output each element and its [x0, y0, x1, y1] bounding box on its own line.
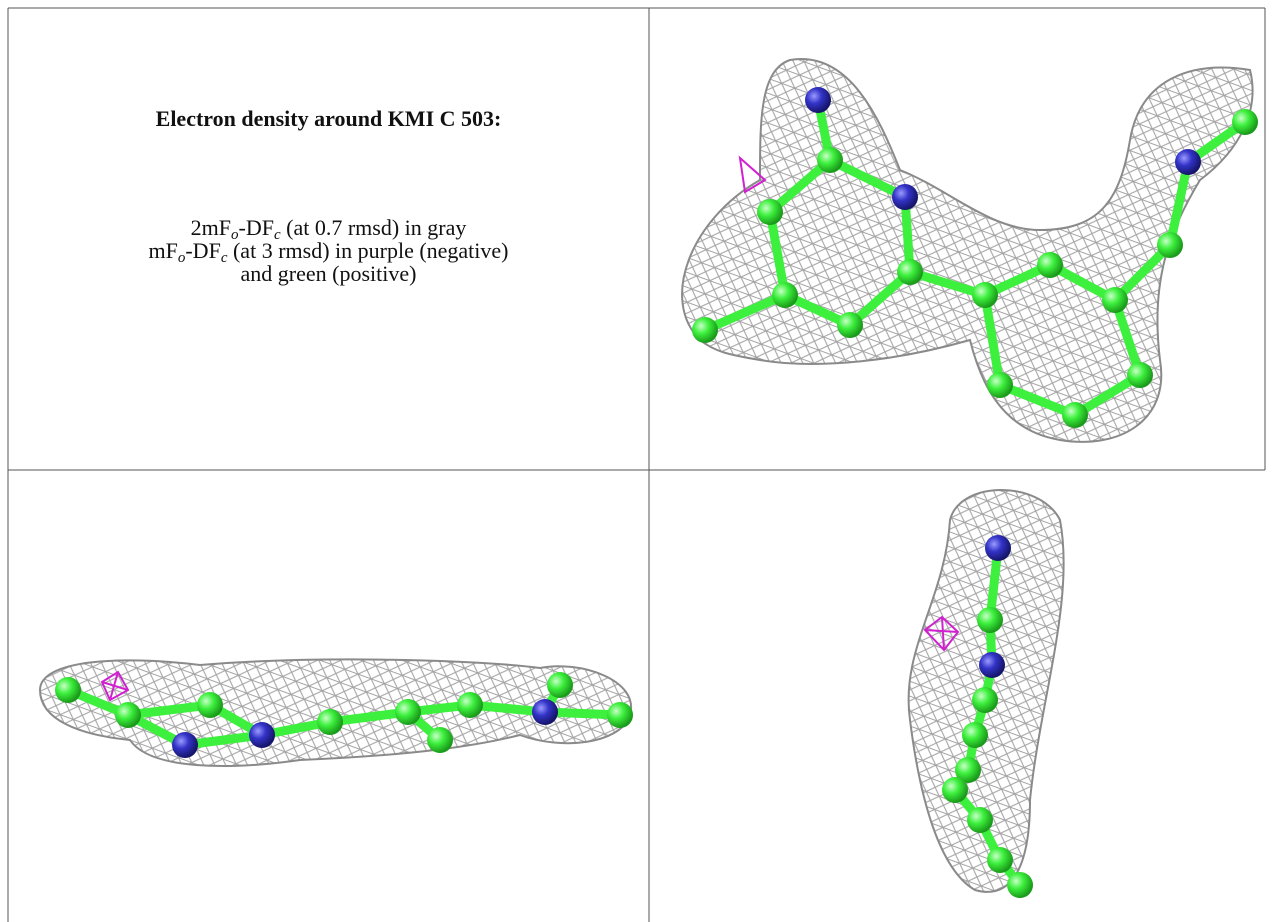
carbon-atom [972, 687, 998, 713]
carbon-atom [115, 702, 141, 728]
carbon-atom [962, 722, 988, 748]
carbon-atom [817, 147, 843, 173]
carbon-atom [1157, 232, 1183, 258]
carbon-atom [607, 702, 633, 728]
carbon-atom [837, 312, 863, 338]
text: 2mF [191, 215, 231, 240]
carbon-atom [897, 259, 923, 285]
carbon-atom [1102, 287, 1128, 313]
carbon-atom [197, 692, 223, 718]
carbon-atom [55, 677, 81, 703]
cell-title: Electron density around KMI C 503: [8, 106, 649, 132]
carbon-atom [1062, 402, 1088, 428]
text: -DF [239, 215, 274, 240]
carbon-atom [1037, 252, 1063, 278]
carbon-atom [972, 282, 998, 308]
legend-line: mFo-DFc (at 3 rmsd) in purple (negative) [8, 239, 649, 262]
carbon-atom [987, 847, 1013, 873]
carbon-atom [1232, 109, 1258, 135]
legend-line: 2mFo-DFc (at 0.7 rmsd) in gray [8, 216, 649, 239]
carbon-atom [772, 282, 798, 308]
nitrogen-atom [805, 87, 831, 113]
nitrogen-atom [1175, 149, 1201, 175]
text: -DF [185, 238, 220, 263]
text: mF [149, 238, 178, 263]
nitrogen-atom [979, 652, 1005, 678]
nitrogen-atom [249, 722, 275, 748]
legend-line: and green (positive) [8, 262, 649, 285]
carbon-atom [757, 199, 783, 225]
carbon-atom [1127, 362, 1153, 388]
text: (at 3 rmsd) in purple (negative) [227, 238, 508, 263]
carbon-atom [967, 807, 993, 833]
carbon-atom [547, 672, 573, 698]
text: (at 0.7 rmsd) in gray [281, 215, 467, 240]
carbon-atom [1007, 872, 1033, 898]
carbon-atom [942, 777, 968, 803]
carbon-atom [987, 372, 1013, 398]
nitrogen-atom [172, 732, 198, 758]
carbon-atom [457, 692, 483, 718]
nitrogen-atom [532, 699, 558, 725]
text: and green (positive) [241, 261, 417, 286]
nitrogen-atom [892, 184, 918, 210]
legend-text: 2mFo-DFc (at 0.7 rmsd) in gray mFo-DFc (… [8, 216, 649, 285]
carbon-atom [977, 607, 1003, 633]
carbon-atom [692, 317, 718, 343]
carbon-atom [427, 727, 453, 753]
nitrogen-atom [985, 535, 1011, 561]
page: Electron density around KMI C 503: 2mFo-… [0, 0, 1273, 922]
description-cell: Electron density around KMI C 503: 2mFo-… [8, 8, 649, 470]
carbon-atom [317, 709, 343, 735]
carbon-atom [395, 699, 421, 725]
